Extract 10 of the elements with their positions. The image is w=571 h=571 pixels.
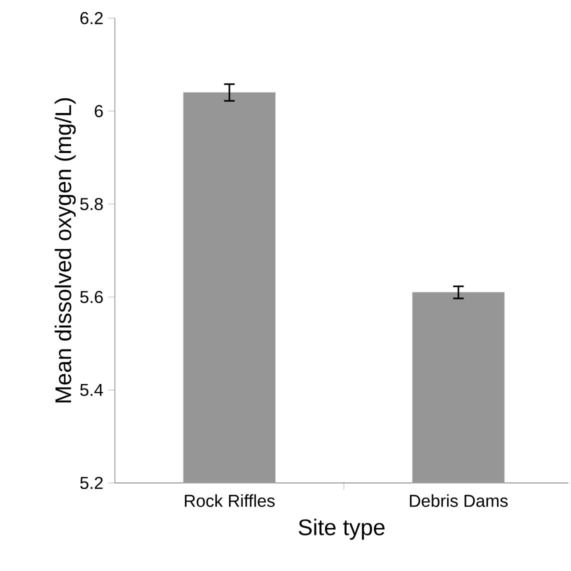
y-tick-label: 6: [94, 104, 103, 118]
y-axis-title: Mean dissolved oxygen (mg/L): [54, 98, 76, 402]
y-tick-label: 5.8: [80, 198, 103, 210]
y-tick-label: 5.6: [80, 290, 103, 304]
x-tick-label: Debris Dams: [410, 494, 508, 507]
y-tick-label: 5.4: [80, 384, 104, 396]
y-tick-label: 6.2: [80, 12, 103, 24]
x-tick-label: Rock Riffles: [184, 494, 275, 507]
x-axis-title: Site type: [298, 518, 385, 540]
y-tick-label: 5.2: [80, 476, 103, 490]
